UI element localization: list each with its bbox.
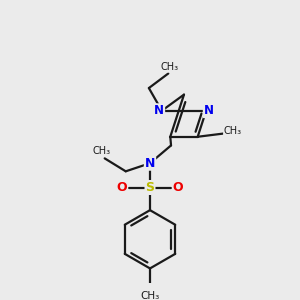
Text: O: O: [173, 181, 184, 194]
Text: N: N: [145, 157, 155, 170]
Text: N: N: [204, 104, 214, 117]
Text: CH₃: CH₃: [92, 146, 110, 156]
Text: CH₃: CH₃: [224, 126, 242, 136]
Text: O: O: [116, 181, 127, 194]
Text: S: S: [146, 181, 154, 194]
Text: N: N: [154, 104, 164, 117]
Text: CH₃: CH₃: [140, 291, 160, 300]
Text: CH₃: CH₃: [161, 62, 179, 72]
